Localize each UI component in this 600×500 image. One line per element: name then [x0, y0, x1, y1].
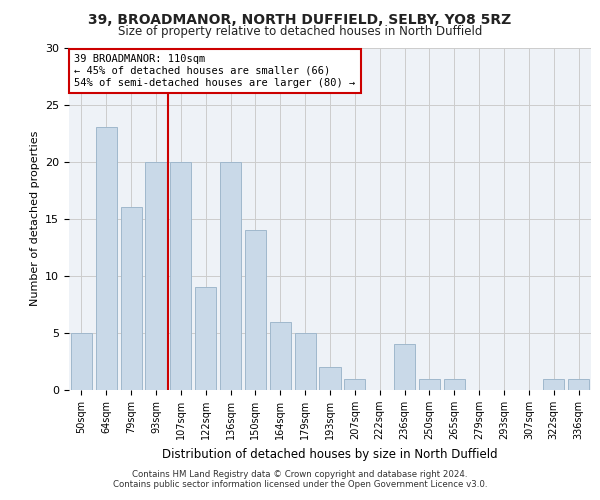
- Bar: [419, 378, 440, 390]
- Bar: [394, 344, 415, 390]
- Bar: [319, 367, 341, 390]
- Bar: [344, 378, 365, 390]
- Bar: [444, 378, 465, 390]
- Y-axis label: Number of detached properties: Number of detached properties: [29, 131, 40, 306]
- X-axis label: Distribution of detached houses by size in North Duffield: Distribution of detached houses by size …: [162, 448, 498, 460]
- Text: 39 BROADMANOR: 110sqm
← 45% of detached houses are smaller (66)
54% of semi-deta: 39 BROADMANOR: 110sqm ← 45% of detached …: [74, 54, 355, 88]
- Bar: [71, 333, 92, 390]
- Bar: [245, 230, 266, 390]
- Text: 39, BROADMANOR, NORTH DUFFIELD, SELBY, YO8 5RZ: 39, BROADMANOR, NORTH DUFFIELD, SELBY, Y…: [88, 12, 512, 26]
- Text: Size of property relative to detached houses in North Duffield: Size of property relative to detached ho…: [118, 25, 482, 38]
- Bar: [96, 128, 117, 390]
- Bar: [295, 333, 316, 390]
- Bar: [543, 378, 564, 390]
- Bar: [145, 162, 167, 390]
- Bar: [270, 322, 291, 390]
- Bar: [170, 162, 191, 390]
- Text: Contains HM Land Registry data © Crown copyright and database right 2024.
Contai: Contains HM Land Registry data © Crown c…: [113, 470, 487, 489]
- Bar: [568, 378, 589, 390]
- Bar: [220, 162, 241, 390]
- Bar: [195, 287, 216, 390]
- Bar: [121, 208, 142, 390]
